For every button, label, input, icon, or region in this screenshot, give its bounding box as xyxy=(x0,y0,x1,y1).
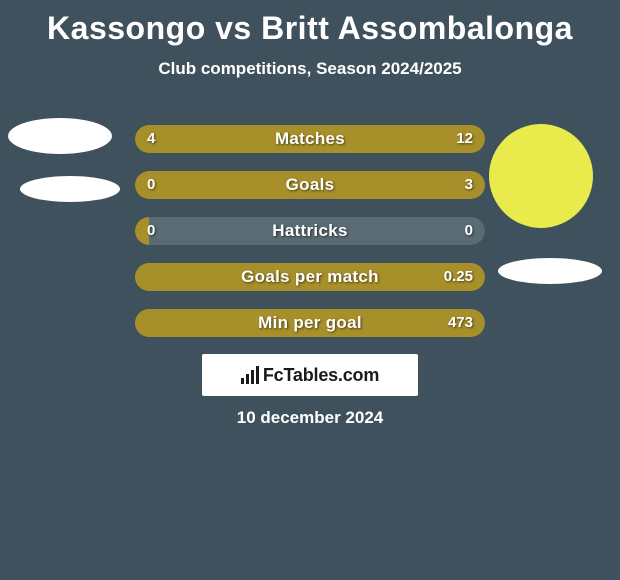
stat-row-hattricks: 0 Hattricks 0 xyxy=(135,217,485,245)
page-title: Kassongo vs Britt Assombalonga xyxy=(0,0,620,47)
stat-row-goals: 0 Goals 3 xyxy=(135,171,485,199)
stat-value-right: 0.25 xyxy=(444,263,473,291)
stat-value-right: 0 xyxy=(465,217,473,245)
subtitle: Club competitions, Season 2024/2025 xyxy=(0,59,620,79)
stat-label: Goals per match xyxy=(135,263,485,291)
player-left-photo xyxy=(8,118,112,154)
stat-row-goals-per-match: Goals per match 0.25 xyxy=(135,263,485,291)
stat-label: Hattricks xyxy=(135,217,485,245)
stat-label: Goals xyxy=(135,171,485,199)
fctables-logo: FcTables.com xyxy=(202,354,418,396)
player-right-photo xyxy=(489,124,593,228)
stat-row-min-per-goal: Min per goal 473 xyxy=(135,309,485,337)
player-left-shadow xyxy=(20,176,120,202)
stat-rows: 4 Matches 12 0 Goals 3 0 Hattricks 0 Goa… xyxy=(135,125,485,355)
stat-label: Min per goal xyxy=(135,309,485,337)
logo-text: FcTables.com xyxy=(263,365,379,386)
comparison-infographic: Kassongo vs Britt Assombalonga Club comp… xyxy=(0,0,620,580)
stat-value-right: 3 xyxy=(465,171,473,199)
stat-value-right: 12 xyxy=(456,125,473,153)
stat-row-matches: 4 Matches 12 xyxy=(135,125,485,153)
stat-label: Matches xyxy=(135,125,485,153)
player-right-shadow xyxy=(498,258,602,284)
date: 10 december 2024 xyxy=(0,408,620,428)
bars-icon xyxy=(241,366,259,384)
stat-value-right: 473 xyxy=(448,309,473,337)
